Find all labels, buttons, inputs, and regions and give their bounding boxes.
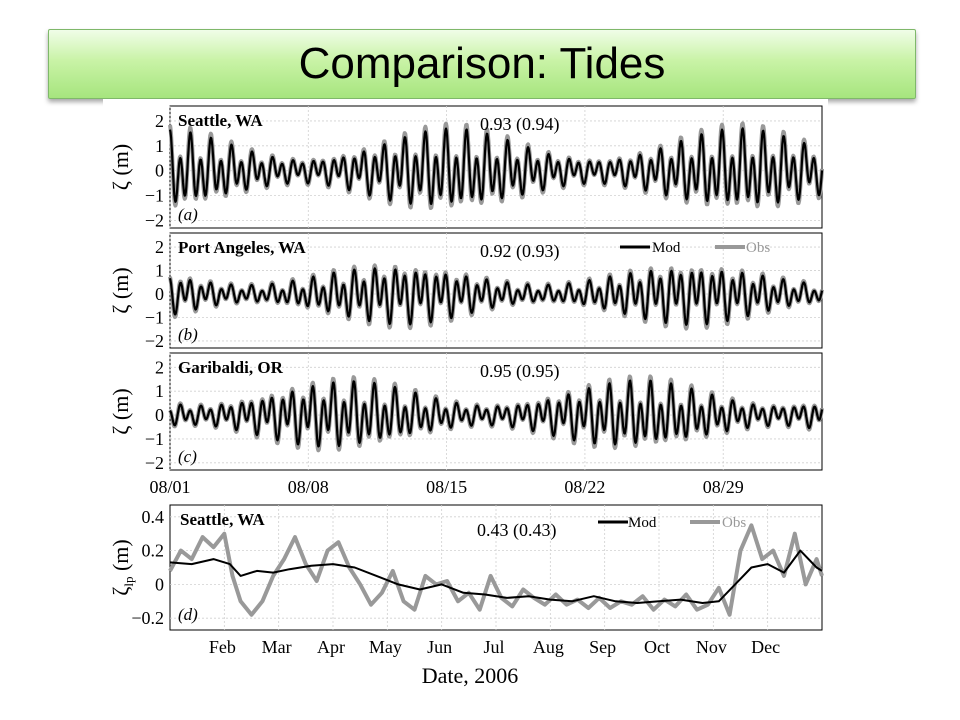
x-tick-label: 08/22 xyxy=(564,477,605,497)
y-tick-label: −2 xyxy=(145,453,164,473)
x-tick-label: Jul xyxy=(483,637,504,657)
series-obs-line xyxy=(168,523,824,617)
panel-d: 0.4 0.2 0 −0.2 Feb Mar Apr May Jun Jul Aug Sep Oct No… xyxy=(108,504,824,688)
y-axis-label: ζ (m) xyxy=(108,144,133,190)
x-tick-label: Dec xyxy=(751,637,780,657)
y-tick-label: 1 xyxy=(155,136,164,156)
station-label: Port Angeles, WA xyxy=(178,238,306,257)
panel-label: (a) xyxy=(178,205,198,224)
legend-mod-label: Mod xyxy=(628,515,657,531)
y-axis-label-symbol: ζ xyxy=(108,587,133,596)
series-mod-line xyxy=(168,127,824,205)
x-axis-label: Date, 2006 xyxy=(422,663,519,688)
series-obs-line xyxy=(168,374,824,453)
x-tick-label: Oct xyxy=(644,637,670,657)
x-tick-label: Nov xyxy=(696,637,727,657)
y-tick-label: −1 xyxy=(145,307,164,327)
skill-score: 0.43 (0.43) xyxy=(477,520,557,541)
panel-frame xyxy=(169,504,823,631)
legend-mod-label: Mod xyxy=(652,240,681,256)
station-label: Seattle, WA xyxy=(178,111,263,130)
y-tick-label: −0.2 xyxy=(131,608,164,628)
panel-frame xyxy=(169,105,823,229)
x-tick-label: Apr xyxy=(317,637,345,657)
y-tick-label: 0 xyxy=(155,405,164,425)
y-tick-label: −1 xyxy=(145,186,164,206)
y-tick-label: −2 xyxy=(145,211,164,231)
y-tick-label: 0 xyxy=(155,284,164,304)
y-tick-label: 0 xyxy=(155,161,164,181)
slide-title: Comparison: Tides xyxy=(298,39,666,88)
panel-frame xyxy=(169,232,823,349)
y-axis-label-subscript: lp xyxy=(121,577,136,587)
y-axis-label: ζlp (m) xyxy=(108,539,136,596)
series-mod-line xyxy=(169,549,823,604)
x-tick-label: 08/01 xyxy=(149,477,190,497)
y-tick-label: 0.4 xyxy=(142,507,165,527)
x-tick-label: 08/15 xyxy=(426,477,467,497)
legend-obs-label: Obs xyxy=(722,515,746,531)
x-tick-label: Jun xyxy=(427,637,452,657)
title-banner: Comparison: Tides xyxy=(48,29,916,99)
y-tick-label: 2 xyxy=(155,111,164,131)
x-tick-label: Sep xyxy=(589,637,616,657)
panel-frame xyxy=(169,352,823,471)
panel-label: (d) xyxy=(178,605,198,624)
series-obs-line xyxy=(168,263,824,331)
legend-obs-label: Obs xyxy=(746,240,770,256)
panel-a: 2 1 0 −1 −2 Seattle, WA 0.93 (0.94) (a) ζ (m) xyxy=(108,105,824,231)
figure-background xyxy=(103,99,828,689)
skill-score: 0.93 (0.94) xyxy=(480,114,560,135)
y-axis-label-unit: (m) xyxy=(108,539,133,576)
series-obs-line xyxy=(168,121,824,210)
x-tick-label: 08/29 xyxy=(703,477,744,497)
x-tick-label: Mar xyxy=(262,637,292,657)
panel-label: (c) xyxy=(178,447,197,466)
skill-score: 0.95 (0.95) xyxy=(480,361,560,382)
y-tick-label: −2 xyxy=(145,331,164,351)
panel-b: 2 1 0 −1 −2 Port Angeles, WA 0.92 (0.93) (b) ζ (… xyxy=(108,232,824,351)
x-tick-label: Feb xyxy=(209,637,236,657)
y-tick-label: 2 xyxy=(155,357,164,377)
y-tick-label: 1 xyxy=(155,261,164,281)
panel-label: (b) xyxy=(178,325,198,344)
panel-c: 2 1 0 −1 −2 Garibaldi, OR 0.95 (0.95) (c) ζ (m) 0… xyxy=(108,352,824,497)
station-label: Seattle, WA xyxy=(180,510,265,529)
x-tick-label: 08/08 xyxy=(288,477,329,497)
y-tick-label: 2 xyxy=(155,237,164,257)
x-tick-label: May xyxy=(369,637,402,657)
series-mod-line xyxy=(169,379,824,448)
station-label: Garibaldi, OR xyxy=(178,358,284,377)
skill-score: 0.92 (0.93) xyxy=(480,241,560,262)
y-tick-label: 0.2 xyxy=(142,541,165,561)
y-tick-label: 0 xyxy=(155,574,164,594)
y-tick-label: −1 xyxy=(145,429,164,449)
y-axis-label: ζ (m) xyxy=(108,267,133,313)
x-tick-label: Aug xyxy=(533,637,564,657)
series-mod-line xyxy=(168,267,824,326)
y-tick-label: 1 xyxy=(155,381,164,401)
y-axis-label: ζ (m) xyxy=(108,388,133,434)
